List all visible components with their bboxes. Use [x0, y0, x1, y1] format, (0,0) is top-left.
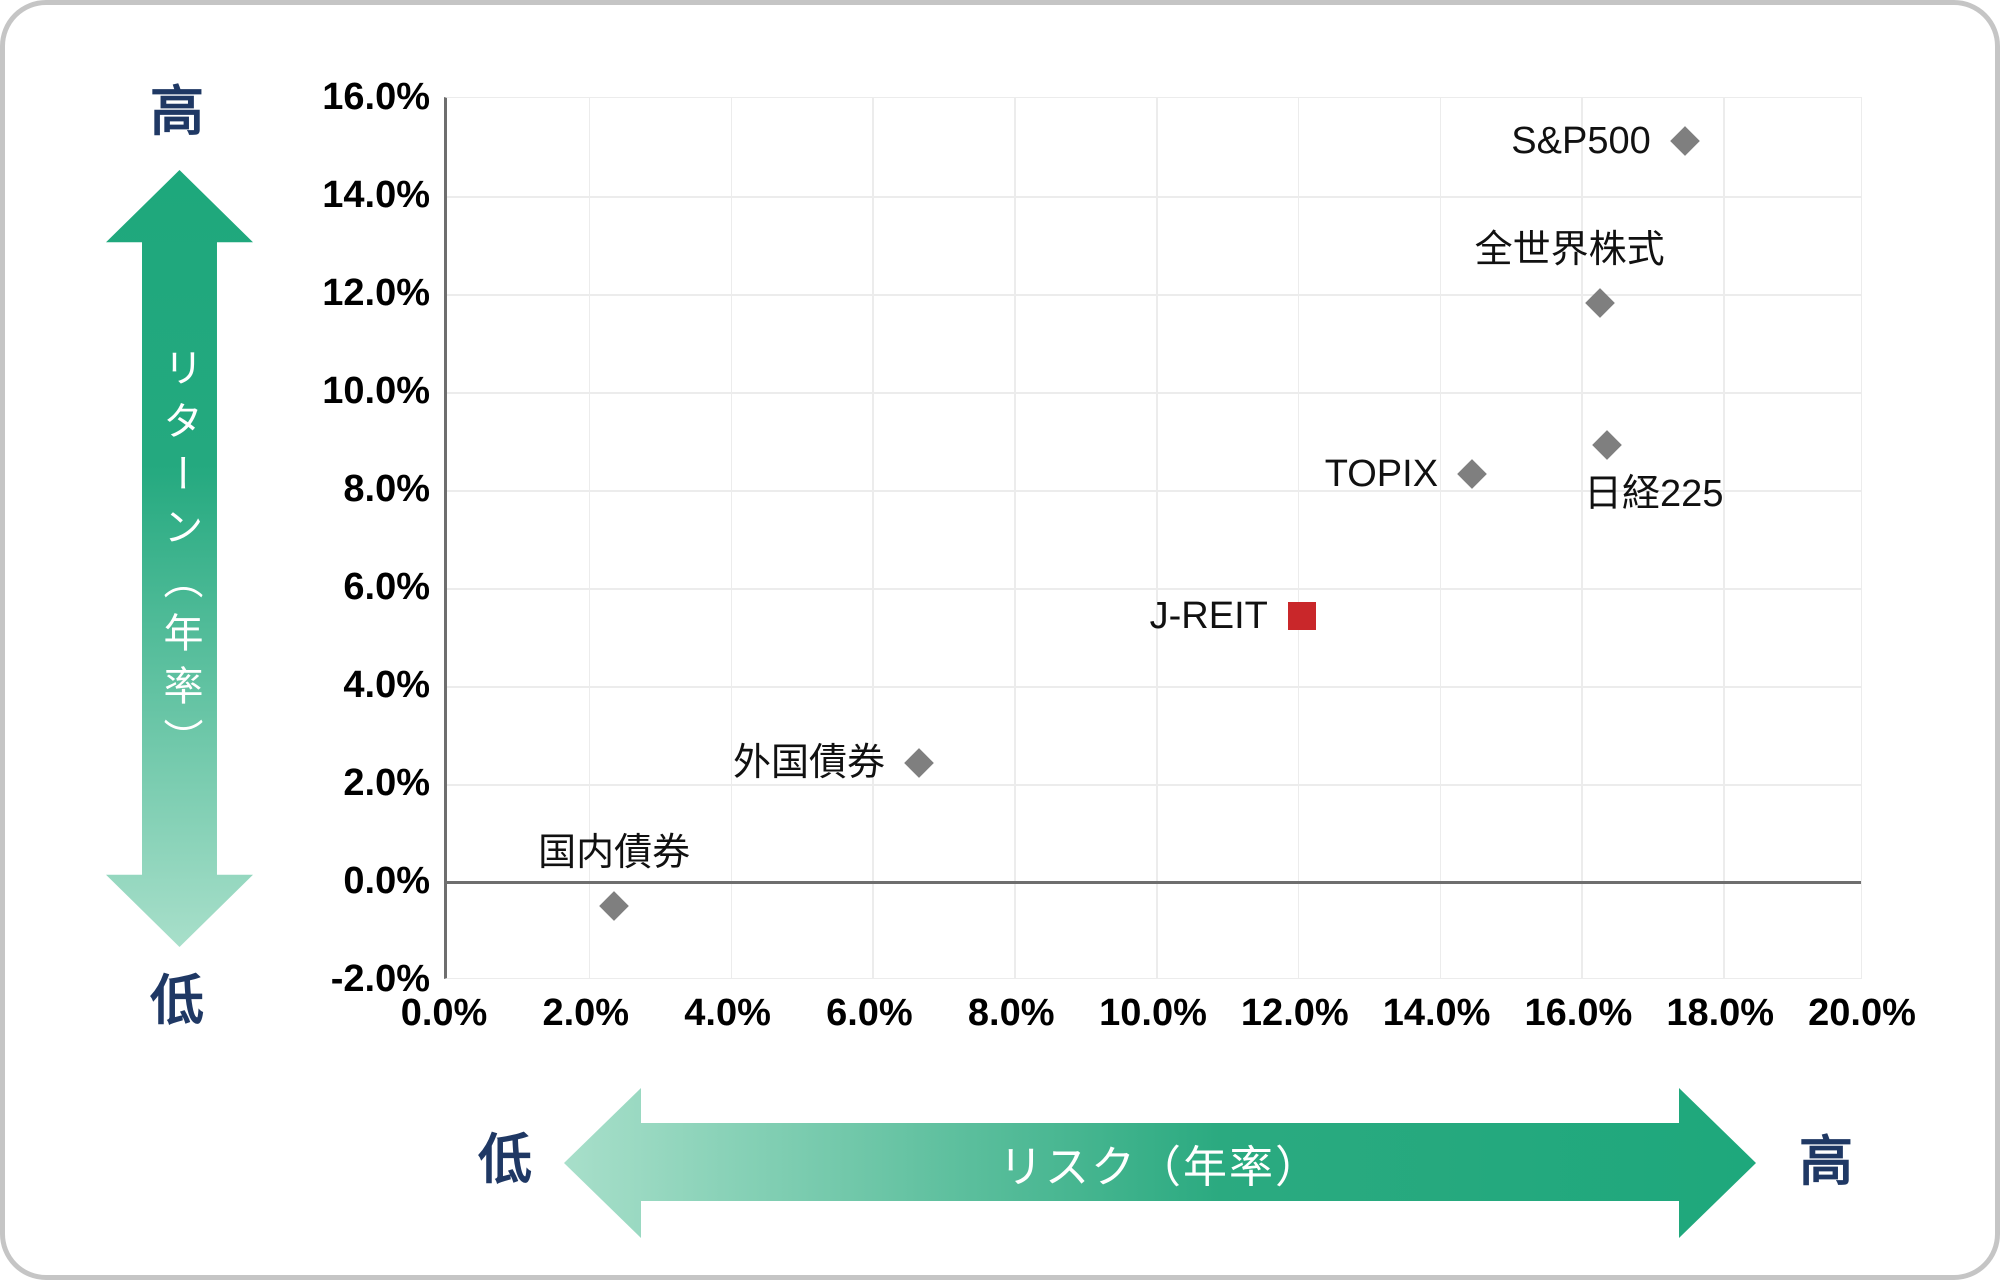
- point-label-5: 全世界株式: [1474, 228, 1665, 271]
- gridline-x-8: [1581, 98, 1583, 978]
- point-label-2: J-REIT: [1149, 595, 1268, 638]
- return-low-label: 低: [150, 971, 204, 1031]
- x-tick-6: 12.0%: [1240, 992, 1349, 1034]
- risk-high-label: 高: [1799, 1132, 1853, 1192]
- x-tick-0: 0.0%: [400, 992, 488, 1034]
- y-tick-6: 4.0%: [343, 664, 430, 706]
- point-label-3: TOPIX: [1324, 453, 1439, 496]
- x-tick-9: 18.0%: [1666, 992, 1775, 1034]
- y-tick-8: 0.0%: [343, 860, 430, 902]
- gridline-x-6: [1297, 98, 1300, 978]
- gridline-y-4: [447, 490, 1861, 492]
- x-tick-8: 16.0%: [1524, 992, 1633, 1034]
- gridline-x-4: [1014, 98, 1016, 978]
- y-tick-2: 12.0%: [322, 272, 430, 314]
- point-label-4: 日経225: [1584, 472, 1724, 515]
- data-point-2: [1287, 602, 1316, 631]
- y-tick-4: 8.0%: [343, 468, 430, 510]
- gridline-y-6: [447, 686, 1861, 688]
- gridline-y-7: [447, 784, 1861, 786]
- x-tick-4: 8.0%: [967, 992, 1055, 1034]
- point-label-1: 外国債券: [733, 742, 886, 785]
- plot-area: [444, 97, 1862, 979]
- y-tick-3: 10.0%: [322, 370, 430, 412]
- return-high-label: 高: [150, 82, 204, 142]
- y-tick-0: 16.0%: [322, 76, 430, 118]
- y-tick-9: -2.0%: [330, 958, 430, 1000]
- zero-line: [447, 881, 1861, 884]
- gridline-y-5: [447, 588, 1861, 590]
- gridline-y-3: [447, 392, 1861, 394]
- y-tick-7: 2.0%: [343, 762, 430, 804]
- point-label-0: 国内債券: [538, 831, 691, 874]
- x-tick-7: 14.0%: [1382, 992, 1491, 1034]
- x-tick-5: 10.0%: [1099, 992, 1207, 1034]
- y-tick-1: 14.0%: [322, 174, 430, 216]
- gridline-x-1: [588, 98, 591, 978]
- gridline-y-1: [447, 196, 1861, 198]
- gridline-x-7: [1439, 98, 1442, 978]
- risk-axis-arrow-icon: リスク（年率）: [564, 1088, 1756, 1238]
- x-tick-10: 20.0%: [1808, 992, 1916, 1034]
- gridline-x-3: [872, 98, 874, 978]
- point-label-6: S&P500: [1511, 120, 1651, 163]
- gridline-x-2: [730, 98, 733, 978]
- x-tick-1: 2.0%: [542, 992, 630, 1034]
- x-tick-3: 6.0%: [826, 992, 913, 1034]
- return-axis-label: リターン（年率）: [157, 346, 202, 771]
- gridline-x-5: [1156, 98, 1158, 978]
- y-tick-5: 6.0%: [343, 566, 430, 608]
- gridline-x-9: [1723, 98, 1725, 978]
- gridline-y-2: [447, 294, 1861, 296]
- x-tick-2: 4.0%: [684, 992, 771, 1034]
- risk-low-label: 低: [478, 1130, 532, 1190]
- risk-axis-label: リスク（年率）: [999, 1143, 1321, 1192]
